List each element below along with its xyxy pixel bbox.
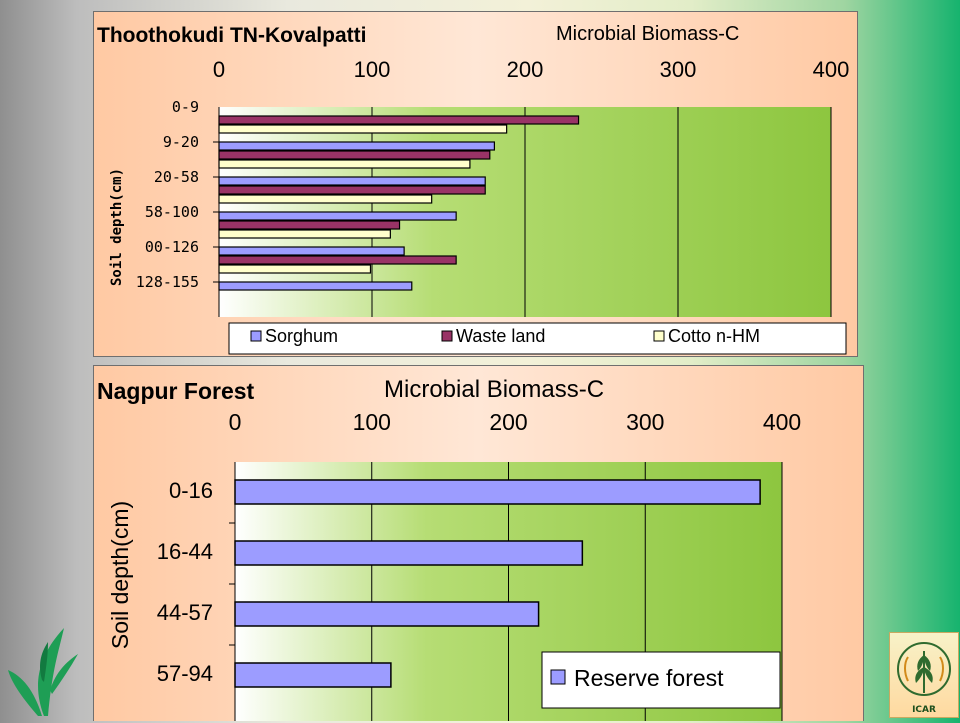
icar-label: ICAR bbox=[912, 705, 936, 715]
legend-label: Sorghum bbox=[265, 326, 338, 346]
bar-reserve-forest bbox=[234, 479, 761, 505]
chart-subtitle: Microbial Biomass-C bbox=[384, 376, 604, 403]
x-tick-label: 100 bbox=[353, 409, 391, 435]
legend-label: Cotto n-HM bbox=[668, 326, 760, 346]
chart-subtitle: Microbial Biomass-C bbox=[556, 23, 739, 45]
y-tick-label: 0-16 bbox=[169, 478, 213, 503]
y-tick-label: 20-58 bbox=[154, 168, 199, 186]
legend-swatch bbox=[250, 330, 262, 342]
bar-cotton-hm bbox=[218, 124, 508, 134]
bar-sorghum bbox=[218, 176, 486, 186]
bar-sorghum bbox=[218, 211, 457, 221]
bar-waste-land bbox=[218, 255, 457, 265]
bar-reserve-forest bbox=[234, 601, 540, 627]
y-tick-label: 9-20 bbox=[163, 133, 199, 151]
chart-title: Thoothokudi TN-Kovalpatti bbox=[97, 24, 366, 47]
y-tick-label: 16-44 bbox=[157, 539, 213, 564]
y-axis-label: Soil depth(cm) bbox=[109, 168, 125, 286]
x-tick-label: 0 bbox=[229, 409, 242, 435]
chart-panel-nagpur: Nagpur Forest Microbial Biomass-C 0 100 200 3… bbox=[93, 365, 864, 721]
legend-box bbox=[541, 651, 781, 709]
legend-box bbox=[228, 322, 847, 355]
icar-emblem-icon bbox=[897, 642, 951, 696]
y-tick-label: 58-100 bbox=[145, 203, 199, 221]
chart-title: Nagpur Forest bbox=[97, 378, 255, 404]
legend-swatch bbox=[441, 330, 453, 342]
x-tick-label: 400 bbox=[813, 57, 850, 82]
bar-sorghum bbox=[218, 281, 413, 291]
legend-swatch bbox=[653, 330, 665, 342]
x-tick-label: 300 bbox=[660, 57, 697, 82]
y-tick-label: 44-57 bbox=[157, 600, 213, 625]
y-tick-label: 00-126 bbox=[145, 238, 199, 256]
bar-waste-land bbox=[218, 115, 580, 125]
chart-nagpur: Nagpur Forest Microbial Biomass-C 0 100 200 3… bbox=[97, 376, 801, 721]
x-tick-label: 200 bbox=[489, 409, 527, 435]
bar-waste-land bbox=[218, 185, 486, 195]
bar-cotton-hm bbox=[218, 229, 391, 239]
legend-label: Waste land bbox=[456, 326, 545, 346]
legend-swatch bbox=[550, 669, 566, 685]
x-tick-label: 400 bbox=[763, 409, 801, 435]
y-tick-label: 57-94 bbox=[157, 661, 213, 686]
icar-logo: ICAR bbox=[889, 632, 959, 718]
x-tick-label: 100 bbox=[354, 57, 391, 82]
chart-kovalpatti: Thoothokudi TN-Kovalpatti Microbial Bioma… bbox=[97, 23, 850, 355]
bar-reserve-forest bbox=[234, 662, 392, 688]
leaf-emblem-icon bbox=[4, 620, 82, 718]
bar-waste-land bbox=[218, 150, 491, 160]
chart-panel-kovalpatti: Thoothokudi TN-Kovalpatti Microbial Bioma… bbox=[93, 11, 858, 357]
y-tick-label: 128-155 bbox=[136, 273, 199, 291]
bar-waste-land bbox=[218, 220, 401, 230]
bar-reserve-forest bbox=[234, 540, 584, 566]
y-axis-label: Soil depth(cm) bbox=[107, 501, 133, 649]
legend-label: Reserve forest bbox=[574, 665, 724, 691]
bar-sorghum bbox=[218, 246, 405, 256]
bar-sorghum bbox=[218, 141, 495, 151]
bar-cotton-hm bbox=[218, 264, 372, 274]
x-tick-label: 300 bbox=[626, 409, 664, 435]
x-tick-label: 0 bbox=[213, 57, 225, 82]
x-tick-label: 200 bbox=[507, 57, 544, 82]
bar-cotton-hm bbox=[218, 194, 433, 204]
y-tick-label: 0-9 bbox=[172, 98, 199, 116]
bar-cotton-hm bbox=[218, 159, 471, 169]
